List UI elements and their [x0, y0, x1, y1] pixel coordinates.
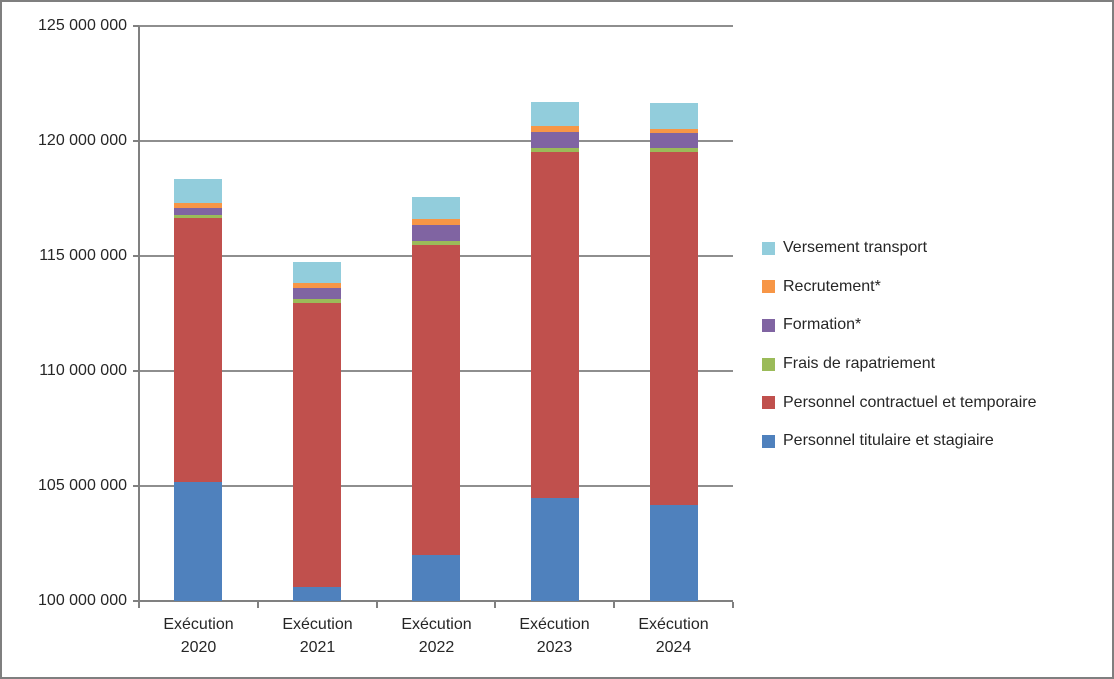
- legend-label: Versement transport: [783, 239, 928, 257]
- legend-swatch-icon: [762, 318, 775, 332]
- legend-label: Formation*: [783, 316, 862, 334]
- x-axis-category-label-line: Exécution: [519, 616, 590, 633]
- bar-segment-recrutement: [293, 283, 341, 288]
- y-axis-tick: [133, 600, 139, 602]
- legend-label: Frais de rapatriement: [783, 355, 936, 373]
- legend-item: Formation*: [762, 306, 1036, 345]
- x-axis-category-label-line: 2024: [655, 639, 692, 656]
- bar-segment-frais-de-rapatriement: [650, 148, 698, 152]
- bar-segment-formation: [531, 132, 579, 148]
- bar-segment-frais-de-rapatriement: [412, 241, 460, 245]
- bar-segment-recrutement: [412, 219, 460, 225]
- bar-segment-versement-transport: [174, 179, 222, 203]
- x-axis-tick: [257, 602, 259, 608]
- x-axis-line: [139, 600, 733, 602]
- legend-label: Personnel titulaire et stagiaire: [783, 432, 994, 450]
- bar-segment-personnel-contractuel-et-temporaire: [293, 303, 341, 587]
- x-axis-tick: [376, 602, 378, 608]
- bar-segment-frais-de-rapatriement: [531, 148, 579, 152]
- y-axis-tick: [133, 370, 139, 372]
- bar-segment-versement-transport: [412, 197, 460, 219]
- y-axis-tick: [133, 485, 139, 487]
- bar-segment-versement-transport: [650, 103, 698, 129]
- bar-segment-personnel-titulaire-et-stagiaire: [293, 587, 341, 601]
- bar-segment-recrutement: [531, 126, 579, 132]
- bar-segment-frais-de-rapatriement: [293, 299, 341, 303]
- legend: Versement transport Recrutement* Formation…: [762, 229, 1036, 461]
- y-axis-tick-label: 125 000 000: [38, 17, 127, 34]
- y-axis-tick: [133, 140, 139, 142]
- bar-segment-personnel-contractuel-et-temporaire: [412, 245, 460, 555]
- legend-item: Frais de rapatriement: [762, 345, 1036, 384]
- y-axis-tick: [133, 25, 139, 27]
- y-axis-tick-label: 105 000 000: [38, 477, 127, 494]
- x-axis-category-label: Exécution 2022: [377, 613, 496, 659]
- x-axis-category-label: Exécution 2020: [139, 613, 258, 659]
- y-axis-tick-label: 110 000 000: [39, 362, 127, 379]
- bar-segment-personnel-titulaire-et-stagiaire: [531, 498, 579, 601]
- legend-swatch-icon: [762, 396, 775, 410]
- bar-segment-personnel-titulaire-et-stagiaire: [650, 505, 698, 601]
- legend-label: Personnel contractuel et temporaire: [783, 393, 1037, 411]
- x-axis-tick: [494, 602, 496, 608]
- bar-segment-formation: [293, 288, 341, 299]
- x-axis-category-label-line: Exécution: [638, 616, 709, 633]
- legend-label: Recrutement*: [783, 277, 881, 295]
- bar-segment-personnel-contractuel-et-temporaire: [650, 152, 698, 505]
- legend-swatch-icon: [762, 434, 775, 448]
- bar-segment-personnel-titulaire-et-stagiaire: [412, 555, 460, 601]
- bar-segment-recrutement: [650, 129, 698, 133]
- bar-segment-personnel-titulaire-et-stagiaire: [174, 482, 222, 601]
- gridline: [139, 25, 733, 27]
- legend-swatch-icon: [762, 241, 775, 255]
- x-axis-category-label: Exécution 2021: [258, 613, 377, 659]
- x-axis-category-label-line: 2020: [180, 639, 217, 656]
- gridline: [139, 140, 733, 142]
- x-axis-category-label-line: 2023: [536, 639, 573, 656]
- legend-swatch-icon: [762, 357, 775, 371]
- y-axis-tick-label: 115 000 000: [39, 247, 127, 264]
- legend-item: Personnel titulaire et stagiaire: [762, 422, 1036, 461]
- x-axis-tick: [732, 602, 734, 608]
- bar-segment-personnel-contractuel-et-temporaire: [174, 218, 222, 482]
- y-axis-tick-label: 120 000 000: [38, 132, 127, 149]
- bar-segment-formation: [174, 208, 222, 215]
- bar-segment-personnel-contractuel-et-temporaire: [531, 152, 579, 498]
- x-axis-tick: [613, 602, 615, 608]
- bar-segment-frais-de-rapatriement: [174, 215, 222, 218]
- x-axis-category-label-line: Exécution: [163, 616, 234, 633]
- y-axis-tick-label: 100 000 000: [38, 592, 127, 609]
- x-axis-category-label-line: Exécution: [401, 616, 472, 633]
- x-axis-category-label-line: Exécution: [282, 616, 353, 633]
- bar-segment-versement-transport: [293, 262, 341, 283]
- bar-segment-versement-transport: [531, 102, 579, 126]
- x-axis-category-label: Exécution 2024: [614, 613, 733, 659]
- bar-segment-recrutement: [174, 203, 222, 208]
- legend-item: Versement transport: [762, 229, 1036, 268]
- x-axis-category-label-line: 2022: [418, 639, 455, 656]
- legend-swatch-icon: [762, 280, 775, 294]
- y-axis-tick: [133, 255, 139, 257]
- bar-segment-formation: [412, 225, 460, 241]
- x-axis-category-label: Exécution 2023: [495, 613, 614, 659]
- legend-item: Personnel contractuel et temporaire: [762, 383, 1036, 422]
- y-axis-line: [138, 26, 140, 603]
- bar-segment-formation: [650, 133, 698, 148]
- legend-item: Recrutement*: [762, 268, 1036, 307]
- x-axis-tick: [138, 602, 140, 608]
- x-axis-category-label-line: 2021: [299, 639, 336, 656]
